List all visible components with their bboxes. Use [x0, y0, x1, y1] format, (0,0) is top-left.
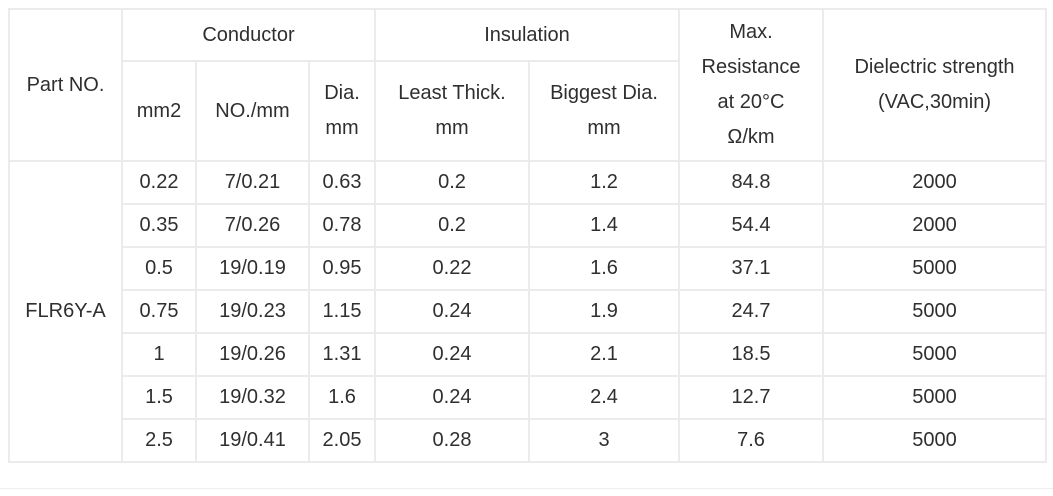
- mm2-header: mm2: [121, 60, 197, 162]
- cell-dielectric: 5000: [822, 332, 1047, 377]
- cell-mm2: 1.5: [121, 375, 197, 420]
- cell-biggest-dia: 1.6: [528, 246, 680, 291]
- table-row: 0.5 19/0.19 0.95 0.22 1.6 37.1 5000: [9, 246, 1047, 291]
- cell-no-per-mm: 19/0.19: [195, 246, 310, 291]
- cell-biggest-dia: 2.4: [528, 375, 680, 420]
- cell-no-per-mm: 19/0.32: [195, 375, 310, 420]
- cell-dia: 0.95: [308, 246, 376, 291]
- cell-dielectric: 5000: [822, 289, 1047, 334]
- cell-dia: 1.15: [308, 289, 376, 334]
- cell-resistance: 84.8: [678, 160, 824, 205]
- bottom-divider: [0, 488, 1053, 489]
- cell-biggest-dia: 2.1: [528, 332, 680, 377]
- cell-biggest-dia: 3: [528, 418, 680, 463]
- cell-dia: 1.31: [308, 332, 376, 377]
- cell-resistance: 54.4: [678, 203, 824, 248]
- header-group-row: Part NO. Conductor Insulation Max. Resis…: [8, 8, 1047, 162]
- part-no-value: FLR6Y-A: [8, 160, 123, 463]
- cell-resistance: 7.6: [678, 418, 824, 463]
- cell-resistance: 24.7: [678, 289, 824, 334]
- cell-least-thick: 0.2: [374, 160, 530, 205]
- table-row: 1.5 19/0.32 1.6 0.24 2.4 12.7 5000: [9, 375, 1047, 420]
- cell-resistance: 37.1: [678, 246, 824, 291]
- cell-biggest-dia: 1.4: [528, 203, 680, 248]
- dia-header: Dia. mm: [308, 60, 376, 162]
- cell-biggest-dia: 1.2: [528, 160, 680, 205]
- part-no-header: Part NO.: [8, 8, 123, 162]
- insulation-group-header: Insulation: [374, 8, 680, 62]
- cell-no-per-mm: 19/0.23: [195, 289, 310, 334]
- dielectric-strength-header: Dielectric strength (VAC,30min): [822, 8, 1047, 162]
- cell-least-thick: 0.28: [374, 418, 530, 463]
- no-per-mm-header: NO./mm: [195, 60, 310, 162]
- cell-no-per-mm: 7/0.21: [195, 160, 310, 205]
- cell-mm2: 2.5: [121, 418, 197, 463]
- table-row: 0.35 7/0.26 0.78 0.2 1.4 54.4 2000: [9, 203, 1047, 248]
- cell-least-thick: 0.24: [374, 332, 530, 377]
- biggest-dia-header: Biggest Dia. mm: [528, 60, 680, 162]
- conductor-group-header: Conductor: [121, 8, 376, 62]
- cell-dia: 2.05: [308, 418, 376, 463]
- table-row: 2.5 19/0.41 2.05 0.28 3 7.6 5000: [9, 418, 1047, 463]
- cell-mm2: 0.5: [121, 246, 197, 291]
- cell-least-thick: 0.24: [374, 289, 530, 334]
- cell-mm2: 1: [121, 332, 197, 377]
- cell-resistance: 18.5: [678, 332, 824, 377]
- header-sub-row: mm2 NO./mm Dia. mm Least Thick. mm Bigge…: [9, 60, 1046, 162]
- cell-mm2: 0.35: [121, 203, 197, 248]
- cell-dielectric: 2000: [822, 203, 1047, 248]
- cell-least-thick: 0.24: [374, 375, 530, 420]
- table-row: 1 19/0.26 1.31 0.24 2.1 18.5 5000: [9, 332, 1047, 377]
- cell-dia: 0.78: [308, 203, 376, 248]
- cell-biggest-dia: 1.9: [528, 289, 680, 334]
- cell-no-per-mm: 19/0.41: [195, 418, 310, 463]
- cell-dielectric: 5000: [822, 246, 1047, 291]
- cell-mm2: 0.75: [121, 289, 197, 334]
- cell-dielectric: 5000: [822, 418, 1047, 463]
- cell-dia: 1.6: [308, 375, 376, 420]
- cell-no-per-mm: 7/0.26: [195, 203, 310, 248]
- cell-dielectric: 5000: [822, 375, 1047, 420]
- cell-mm2: 0.22: [121, 160, 197, 205]
- max-resistance-header: Max. Resistance at 20°C Ω/km: [678, 8, 824, 162]
- table-row: 0.75 19/0.23 1.15 0.24 1.9 24.7 5000: [9, 289, 1047, 334]
- cell-least-thick: 0.2: [374, 203, 530, 248]
- cell-resistance: 12.7: [678, 375, 824, 420]
- cell-least-thick: 0.22: [374, 246, 530, 291]
- wire-spec-table: Part NO. Conductor Insulation Max. Resis…: [8, 8, 1047, 463]
- cell-dia: 0.63: [308, 160, 376, 205]
- least-thick-header: Least Thick. mm: [374, 60, 530, 162]
- cell-dielectric: 2000: [822, 160, 1047, 205]
- cell-no-per-mm: 19/0.26: [195, 332, 310, 377]
- table-row: FLR6Y-A 0.22 7/0.21 0.63 0.2 1.2 84.8 20…: [8, 160, 1047, 463]
